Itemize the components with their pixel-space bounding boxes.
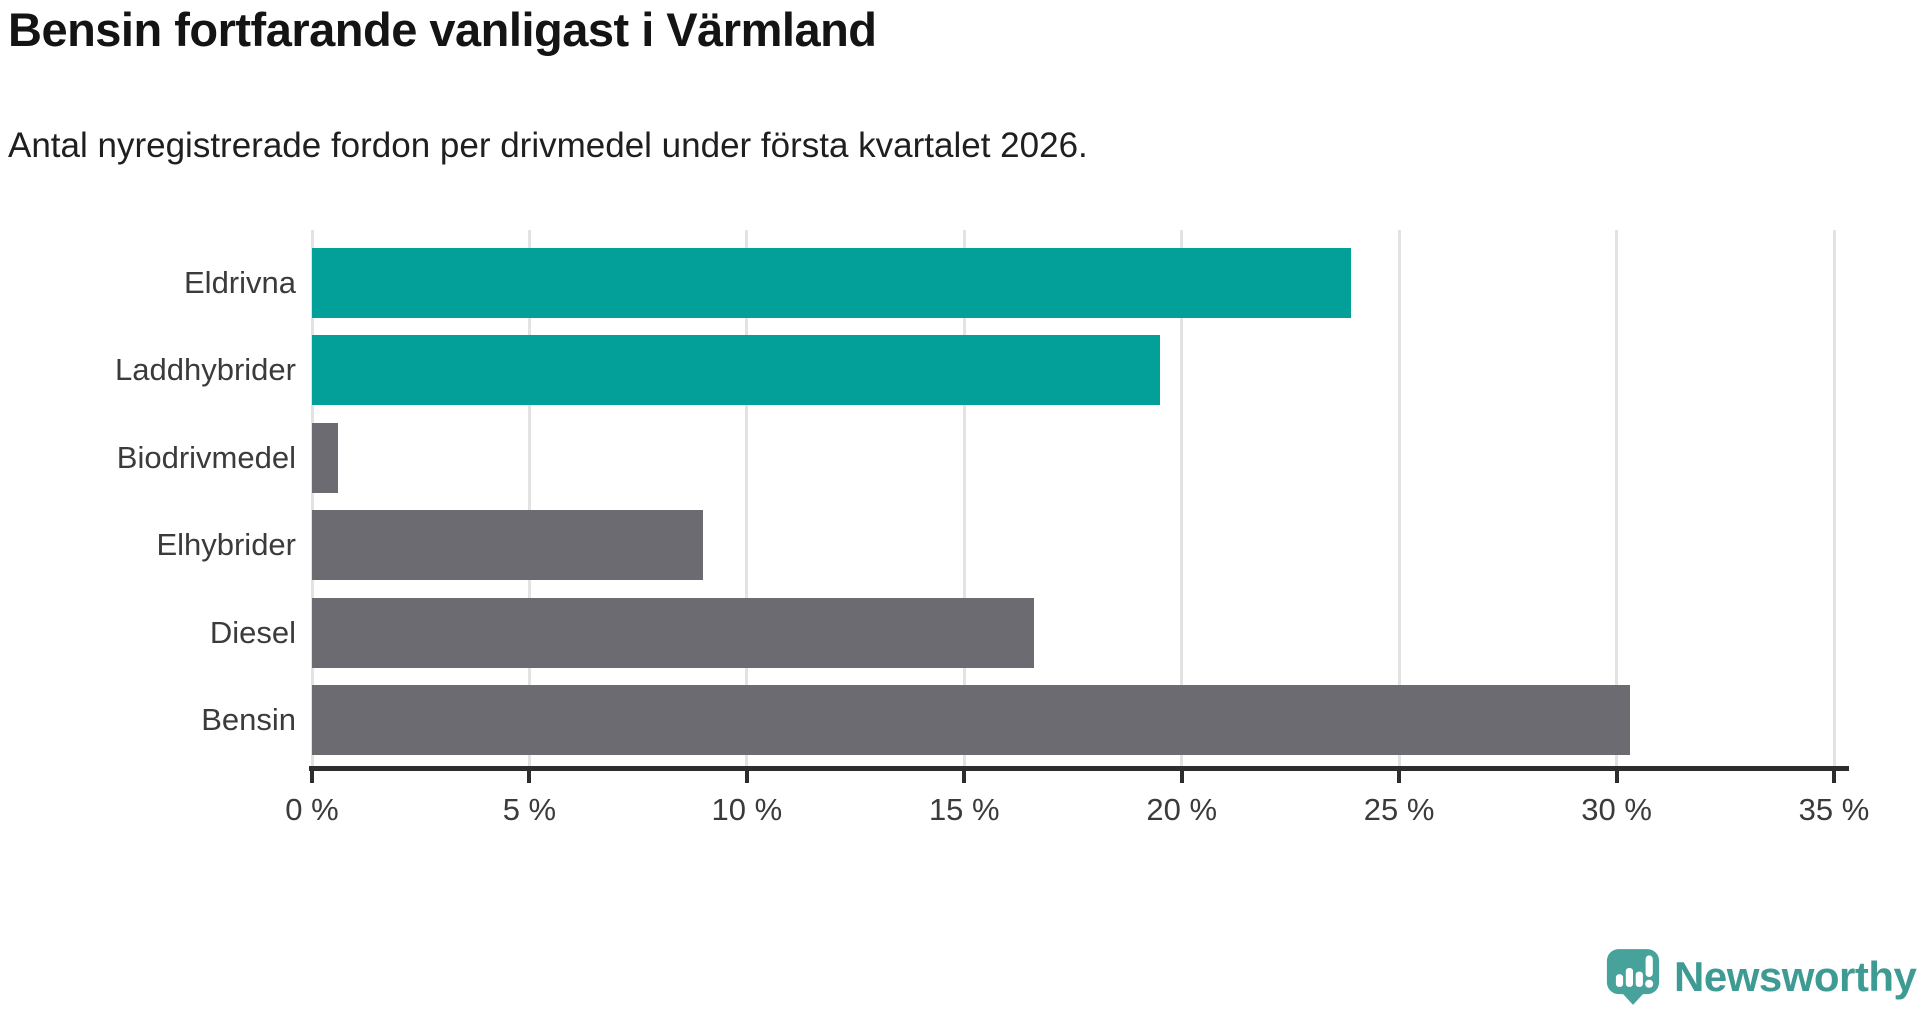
newsworthy-logo: Newsworthy <box>1606 948 1917 1006</box>
x-tick-label-30: 30 % <box>1581 792 1652 827</box>
chart-subtitle: Antal nyregistrerade fordon per drivmede… <box>8 126 1088 165</box>
plot-area <box>310 230 1836 767</box>
x-tick-label-20: 20 % <box>1146 792 1218 827</box>
gridline-5 <box>527 230 531 767</box>
bar-laddhybrider <box>312 335 1160 406</box>
newsworthy-logo-text: Newsworthy <box>1674 953 1917 1000</box>
x-tick-label-10: 10 % <box>711 792 783 827</box>
bar-elhybrider <box>312 510 704 581</box>
x-tick-10 <box>744 769 749 783</box>
bar-eldrivna <box>312 248 1352 318</box>
category-label-eldrivna: Eldrivna <box>184 265 296 300</box>
bar-biodrivmedel <box>312 422 339 493</box>
x-tick-35 <box>1832 769 1836 783</box>
x-tick-label-5: 5 % <box>502 792 557 827</box>
gridline-30 <box>1615 230 1619 767</box>
bar-bensin <box>312 685 1630 755</box>
category-label-laddhybrider: Laddhybrider <box>115 352 296 388</box>
x-tick-5 <box>527 769 532 783</box>
category-label-elhybrider: Elhybrider <box>156 527 296 563</box>
x-tick-label-25: 25 % <box>1363 792 1435 827</box>
x-tick-0 <box>310 769 314 783</box>
gridline-0 <box>310 230 314 767</box>
newsworthy-logo-icon <box>1606 949 1660 1005</box>
x-tick-15 <box>962 769 967 783</box>
x-tick-label-15: 15 % <box>928 792 1000 827</box>
gridline-20 <box>1180 230 1184 767</box>
x-tick-label-0: 0 % <box>285 792 339 827</box>
gridline-10 <box>745 230 749 767</box>
category-label-biodrivmedel: Biodrivmedel <box>116 439 296 475</box>
x-axis-line <box>309 766 1849 771</box>
gridline-25 <box>1397 230 1401 767</box>
x-tick-30 <box>1614 769 1619 783</box>
x-tick-20 <box>1179 769 1184 783</box>
gridline-35 <box>1832 230 1836 767</box>
x-tick-25 <box>1397 769 1402 783</box>
x-tick-label-35: 35 % <box>1798 792 1870 827</box>
gridline-15 <box>962 230 966 767</box>
category-label-diesel: Diesel <box>209 614 296 650</box>
bar-diesel <box>312 597 1034 668</box>
chart-title: Bensin fortfarande vanligast i Värmland <box>8 3 877 56</box>
category-label-bensin: Bensin <box>201 702 296 737</box>
